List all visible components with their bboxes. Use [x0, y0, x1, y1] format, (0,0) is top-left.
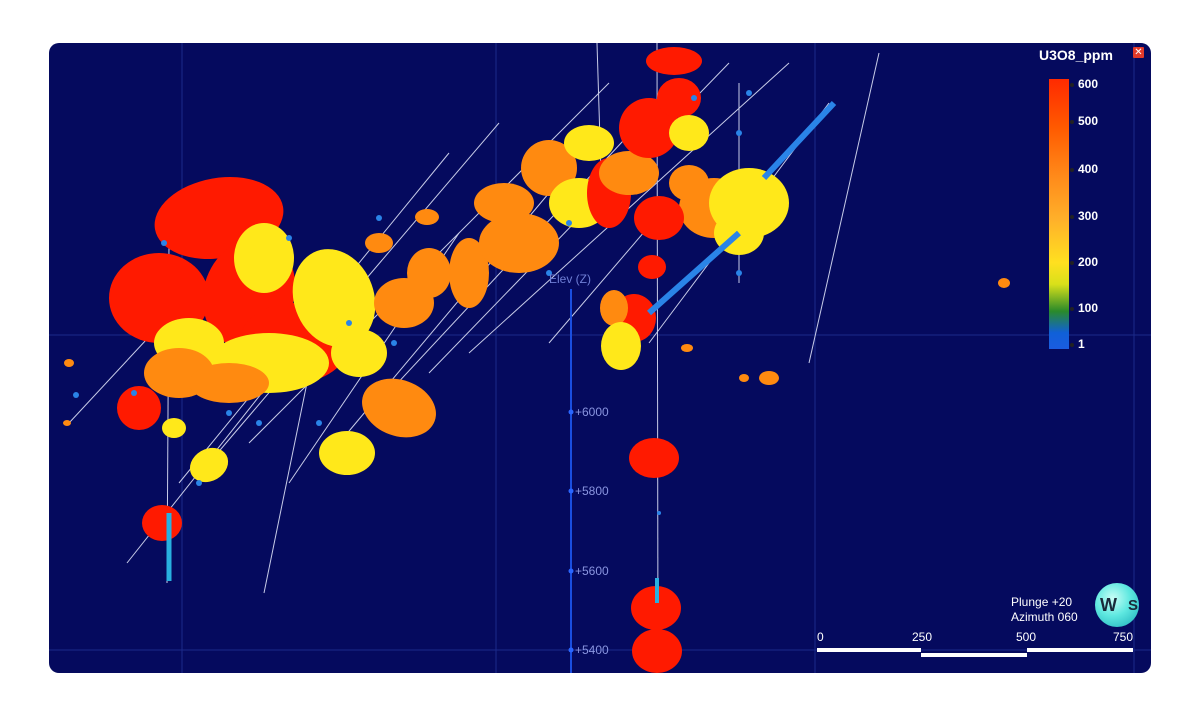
- 3d-viewport[interactable]: Elev (Z) +6000 +5800 +5600 +5400 U3O8_pp…: [49, 43, 1151, 673]
- legend-tick-label: 500: [1078, 114, 1099, 128]
- close-icon[interactable]: ✕: [1133, 47, 1144, 58]
- scale-segment: [1027, 648, 1133, 652]
- legend-tick-mark: [1070, 83, 1074, 87]
- legend-tick-mark: [1070, 168, 1074, 172]
- legend-title: U3O8_ppm: [1039, 47, 1113, 63]
- legend-color-ramp: [1049, 79, 1069, 349]
- color-legend: U3O8_ppm ✕ 600 500 400 300 200 100 1: [1039, 45, 1147, 355]
- compass-globe-icon[interactable]: W S: [1095, 583, 1139, 627]
- legend-tick-mark: [1070, 343, 1074, 347]
- scale-segment: [817, 648, 921, 652]
- legend-tick-mark: [1070, 120, 1074, 124]
- scale-label: 0: [817, 630, 824, 644]
- legend-tick-label: 100: [1078, 301, 1099, 315]
- azimuth-readout: Azimuth 060: [1011, 610, 1078, 624]
- legend-tick-mark: [1070, 307, 1074, 311]
- legend-tick-label: 400: [1078, 162, 1099, 176]
- elevation-axis-title: Elev (Z): [549, 272, 591, 286]
- elevation-tick-label: +6000: [575, 405, 609, 419]
- compass-west-label: W: [1100, 595, 1117, 615]
- legend-tick-mark: [1070, 215, 1074, 219]
- scale-segment: [921, 653, 1027, 657]
- grid: [49, 43, 1151, 673]
- scale-label: 250: [912, 630, 933, 644]
- legend-tick-label: 200: [1078, 255, 1099, 269]
- legend-tick-mark: [1070, 261, 1074, 265]
- orebody-ellipses: [63, 47, 1010, 673]
- compass-south-label: S: [1128, 597, 1139, 614]
- scene-canvas[interactable]: [49, 43, 1151, 673]
- elevation-tick-label: +5800: [575, 484, 609, 498]
- elevation-tick-label: +5600: [575, 564, 609, 578]
- legend-tick-label: 1: [1078, 337, 1085, 351]
- scale-label: 500: [1016, 630, 1037, 644]
- plunge-readout: Plunge +20: [1011, 595, 1073, 609]
- view-orientation: Plunge +20 Azimuth 060: [1011, 595, 1078, 625]
- legend-tick-label: 600: [1078, 77, 1099, 91]
- scale-label: 750: [1113, 630, 1134, 644]
- drill-intercepts: [73, 90, 837, 603]
- elevation-tick-label: +5400: [575, 643, 609, 657]
- elevation-axis: [568, 289, 574, 673]
- legend-tick-label: 300: [1078, 209, 1099, 223]
